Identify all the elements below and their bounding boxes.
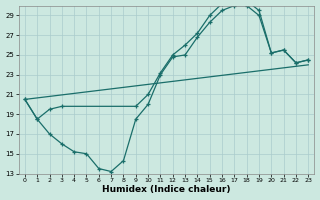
X-axis label: Humidex (Indice chaleur): Humidex (Indice chaleur)	[102, 185, 231, 194]
